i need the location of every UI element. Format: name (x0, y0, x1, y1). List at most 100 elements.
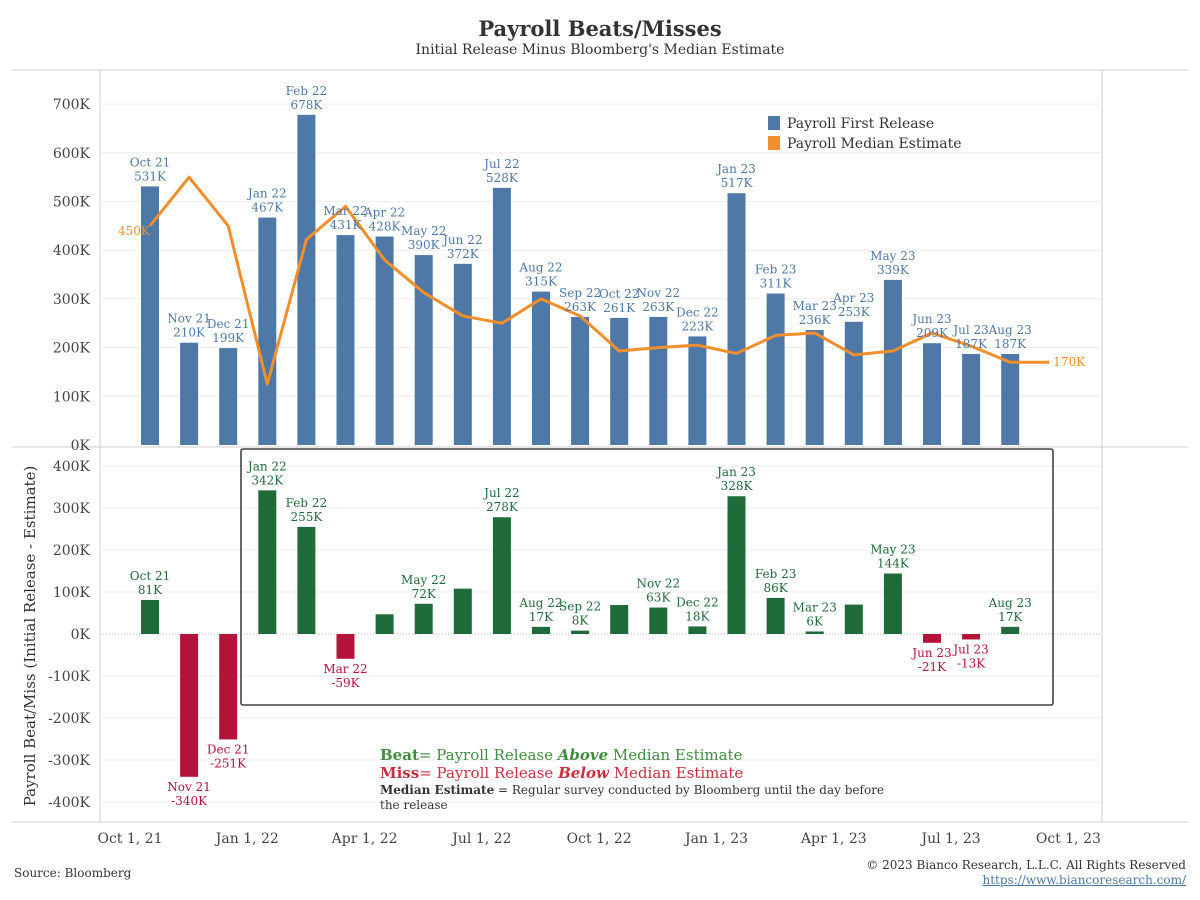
beat-bar (297, 526, 316, 634)
beat-bar (727, 496, 746, 634)
top-y-tick-label: 600K (53, 146, 91, 162)
beat-bar (532, 626, 550, 634)
release-month-label: Jan 23 (715, 162, 756, 176)
bottom-y-axis-title: Payroll Beat/Miss (Initial Release - Est… (21, 466, 39, 807)
release-month-label: May 23 (870, 249, 915, 263)
release-bar (258, 217, 277, 445)
chart-title: Payroll Beats/Misses (478, 16, 722, 41)
legend-swatch-release (768, 116, 780, 130)
median-text-1: = Regular survey conducted by Bloomberg … (494, 783, 884, 797)
x-axis: Oct 1, 21 Jan 1, 22 Apr 1, 22 Jul 1, 22 Oct … (97, 831, 1100, 847)
beat-miss-value-label: -340K (171, 794, 208, 808)
top-y-tick-label: 100K (53, 389, 91, 405)
miss-emph: Below (557, 764, 610, 782)
release-value-label: 209K (916, 326, 949, 340)
beat-bar (688, 626, 707, 634)
beat-text-1: = Payroll Release (419, 746, 558, 764)
bottom-y-tick-label: -400K (48, 795, 90, 811)
release-month-label: Jun 23 (910, 312, 951, 326)
beat-bar (258, 490, 277, 634)
beat-miss-value-label: 63K (646, 591, 671, 605)
beat-bar (453, 588, 472, 634)
bottom-y-tick-label: -100K (48, 669, 90, 685)
beat-miss-month-label: Aug 23 (988, 596, 1032, 610)
release-bar (219, 348, 238, 445)
release-bar (492, 187, 511, 445)
beat-miss-value-label: 144K (877, 557, 910, 571)
beat-miss-value-label: 72K (412, 587, 437, 601)
release-bar (649, 316, 668, 445)
beat-miss-month-label: Mar 23 (793, 600, 837, 614)
release-month-label: Sep 22 (559, 286, 601, 300)
beat-miss-month-label: Nov 22 (637, 577, 681, 591)
release-bar (1001, 353, 1020, 445)
beat-bar (141, 599, 159, 634)
release-bar (414, 255, 433, 445)
release-value-label: 253K (838, 305, 871, 319)
release-bar (141, 186, 159, 445)
bottom-y-axis: -400K -300K -200K -100K 0K 100K 200K 300K 400K (48, 459, 90, 811)
estimate-start-label: 450K (118, 224, 151, 238)
legend-label-estimate: Payroll Median Estimate (787, 136, 962, 152)
bottom-y-tick-label: 200K (53, 543, 91, 559)
beat-miss-month-label: Sep 22 (559, 600, 601, 614)
x-tick-label: Apr 1, 22 (331, 831, 398, 847)
release-month-label: Aug 23 (988, 323, 1032, 337)
beat-miss-month-label: Dec 22 (676, 595, 719, 609)
beat-bar (414, 603, 433, 634)
estimate-line-path (148, 175, 1050, 386)
release-bars (141, 114, 1020, 446)
x-tick-label: Oct 1, 21 (97, 831, 162, 847)
release-month-label: Dec 21 (207, 317, 250, 331)
beat-bar (492, 517, 511, 634)
release-month-label: Oct 22 (599, 287, 639, 301)
beat-miss-value-label: 6K (806, 614, 824, 628)
release-month-label: Dec 22 (676, 305, 719, 319)
miss-bar (180, 634, 199, 777)
copyright-note: © 2023 Bianco Research, L.L.C. All Right… (866, 858, 1186, 872)
top-y-tick-label: 500K (53, 195, 91, 211)
beat-miss-month-label: Jul 23 (951, 642, 988, 656)
release-month-label: Apr 22 (363, 206, 405, 220)
release-value-label: 261K (603, 301, 636, 315)
release-bar (297, 114, 316, 446)
release-bar (180, 342, 199, 445)
release-month-label: Feb 23 (755, 263, 797, 277)
gridlines (100, 103, 1102, 803)
release-value-label: 339K (877, 263, 910, 277)
beat-miss-value-label: -21K (918, 660, 947, 674)
release-month-label: May 22 (401, 224, 446, 238)
top-y-tick-label: 400K (53, 243, 91, 259)
release-value-label: 187K (955, 337, 988, 351)
release-bar (688, 336, 707, 445)
release-bar (962, 353, 981, 445)
beat-miss-value-label: -251K (210, 756, 247, 770)
beat-miss-value-label: 8K (572, 614, 590, 628)
beat-miss-month-label: Feb 23 (755, 567, 797, 581)
beat-bar (805, 631, 824, 634)
website-link[interactable]: https://www.biancoresearch.com/ (982, 873, 1186, 887)
bottom-y-tick-label: 100K (53, 585, 91, 601)
release-value-label: 372K (447, 247, 480, 261)
beat-bar (883, 573, 902, 634)
release-bar (766, 293, 785, 445)
beat-bar (649, 607, 668, 634)
release-value-label: 236K (799, 313, 832, 327)
release-bar (727, 193, 746, 445)
release-month-label: Jan 22 (246, 187, 287, 201)
bottom-y-tick-label: 0K (71, 627, 91, 643)
beat-bar (766, 597, 785, 634)
beat-miss-month-label: Jan 23 (715, 465, 756, 479)
top-y-tick-label: 300K (53, 292, 91, 308)
beat-miss-value-label: 17K (529, 610, 554, 624)
bottom-y-tick-label: -300K (48, 753, 90, 769)
release-value-label: 223K (681, 319, 714, 333)
release-value-label: 428K (369, 220, 402, 234)
beat-bar (844, 604, 863, 634)
beat-emph: Above (556, 746, 608, 764)
release-bar (336, 235, 355, 445)
release-bar (571, 316, 590, 445)
beat-miss-month-label: Mar 22 (323, 662, 367, 676)
x-tick-label: Apr 1, 23 (800, 831, 867, 847)
beat-bar (610, 605, 629, 634)
